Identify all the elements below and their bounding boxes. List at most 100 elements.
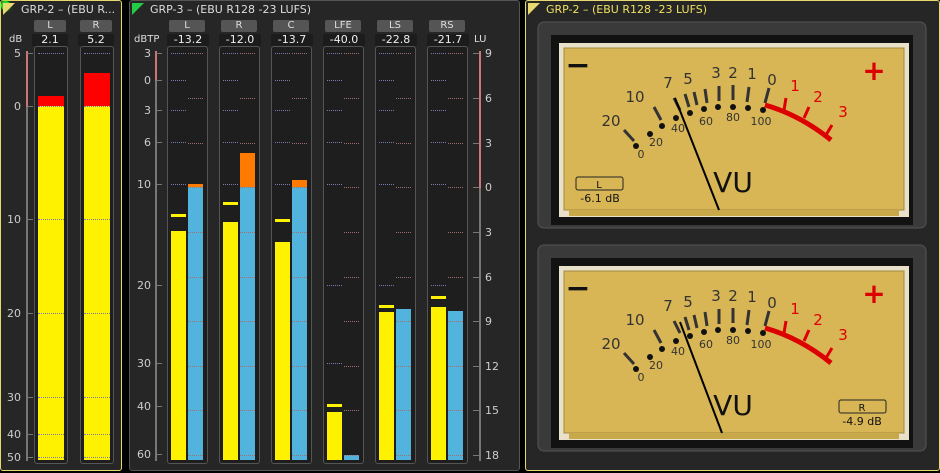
loudness-over-bar xyxy=(188,184,203,187)
dbtp-scale-tick xyxy=(156,184,162,185)
vu-percent-dot xyxy=(659,123,665,129)
vu-meter-panel: GRP-2 – (EBU R128 -23 LUFS) − +20 10 7 5 3 2 1 0… xyxy=(525,0,940,471)
vu-percent-label: 0 xyxy=(638,148,645,161)
vu-scale-label: 20 xyxy=(601,335,620,353)
vu-red-tick xyxy=(824,347,834,359)
lu-gridline xyxy=(240,143,255,144)
lu-scale-tick xyxy=(473,98,479,99)
channel-button-rs[interactable]: RS xyxy=(429,20,465,32)
vu-percent-label: 80 xyxy=(726,334,740,347)
vu-scale-label: 10 xyxy=(625,311,644,329)
vu-percent-dot xyxy=(633,366,639,372)
vu-scale-tick xyxy=(703,311,709,327)
vu-dial-lip xyxy=(569,433,899,439)
lu-gridline xyxy=(292,277,307,278)
dbtp-scale-tick xyxy=(156,406,162,407)
panel-menu-icon[interactable] xyxy=(3,3,15,15)
vu-label: VU xyxy=(713,389,753,422)
dbtp-scale-label: 3 xyxy=(144,104,151,117)
vu-dial-face xyxy=(563,47,905,211)
peak-hold-marker xyxy=(275,219,290,223)
loudness-bar xyxy=(448,310,463,460)
lu-scale-tick xyxy=(473,53,479,54)
vu-red-tick xyxy=(824,124,834,136)
lu-gridline xyxy=(448,410,463,411)
vu-red-arc xyxy=(764,102,833,142)
tp-gridline xyxy=(223,184,238,185)
vu-percent-dot xyxy=(760,107,766,113)
scale-label: 30 xyxy=(7,391,21,404)
vu-scale-tick xyxy=(622,128,636,143)
vu-percent-label: 20 xyxy=(649,359,663,372)
vu-scale-label: 2 xyxy=(728,287,738,305)
lu-scale-label: 9 xyxy=(485,315,492,328)
tp-gridline xyxy=(223,80,238,81)
scale-label: 20 xyxy=(7,307,21,320)
channel-button-c[interactable]: C xyxy=(273,20,309,32)
panel-menu-icon[interactable] xyxy=(528,3,540,15)
panel-menu-icon[interactable] xyxy=(132,3,144,15)
lu-gridline xyxy=(448,366,463,367)
lu-gridline xyxy=(292,53,307,54)
tp-gridline xyxy=(223,142,238,143)
channel-button-l[interactable]: L xyxy=(169,20,205,32)
true-peak-bar xyxy=(327,412,342,460)
lu-scale-label: 15 xyxy=(485,404,499,417)
vu-percent-dot xyxy=(701,106,707,112)
meter-gridline xyxy=(84,106,110,107)
scale-line xyxy=(26,51,28,461)
vu-scale-label: 2 xyxy=(813,311,823,329)
lu-gridline xyxy=(240,98,255,99)
tp-gridline xyxy=(431,184,446,185)
channel-button-l[interactable]: L xyxy=(34,20,66,32)
tp-gridline xyxy=(431,285,446,286)
lu-gridline xyxy=(448,53,463,54)
meter-gridline xyxy=(84,219,110,220)
tp-gridline xyxy=(275,80,290,81)
lu-gridline xyxy=(448,277,463,278)
channel-button-lfe[interactable]: LFE xyxy=(325,20,361,32)
channel-button-ls[interactable]: LS xyxy=(377,20,413,32)
vu-scale-label: 3 xyxy=(711,64,721,82)
meter-fill-yellow xyxy=(84,106,110,460)
channel-button-r[interactable]: R xyxy=(80,20,112,32)
meter-gridline xyxy=(38,434,64,435)
vu-scale-label: 3 xyxy=(838,103,848,121)
scale-tick xyxy=(27,397,33,398)
meter-gridline xyxy=(84,313,110,314)
lu-scale-tick xyxy=(473,187,479,188)
lu-gridline xyxy=(396,143,411,144)
tp-gridline xyxy=(379,184,394,185)
vu-percent-dot xyxy=(715,327,721,333)
lu-scale-tick xyxy=(473,321,479,322)
vu-percent-dot xyxy=(659,346,665,352)
tp-gridline xyxy=(223,110,238,111)
lu-gridline xyxy=(292,410,307,411)
lu-scale-label: 6 xyxy=(485,271,492,284)
vu-scale-label: 20 xyxy=(601,112,620,130)
channel-readout: -13.2 xyxy=(167,34,209,46)
channel-button-r[interactable]: R xyxy=(221,20,257,32)
lu-gridline xyxy=(292,366,307,367)
lu-gridline xyxy=(344,455,359,456)
vu-red-tick xyxy=(802,329,811,342)
vu-scale-tick xyxy=(763,310,771,327)
channel-readout: 5.2 xyxy=(78,34,114,46)
scale-line-over xyxy=(26,51,28,107)
vu-scale-tick xyxy=(745,309,751,326)
scale-tick xyxy=(27,457,33,458)
lu-gridline xyxy=(188,187,203,188)
peak-hold-marker xyxy=(431,296,446,300)
lu-gridline xyxy=(188,53,203,54)
lu-scale-tick xyxy=(473,455,479,456)
tp-gridline xyxy=(275,110,290,111)
lu-gridline xyxy=(292,455,307,456)
minus-sign: − xyxy=(565,271,590,306)
vu-percent-label: 100 xyxy=(751,115,772,128)
lu-gridline xyxy=(188,410,203,411)
vu-percent-label: 0 xyxy=(638,371,645,384)
lu-gridline xyxy=(396,410,411,411)
